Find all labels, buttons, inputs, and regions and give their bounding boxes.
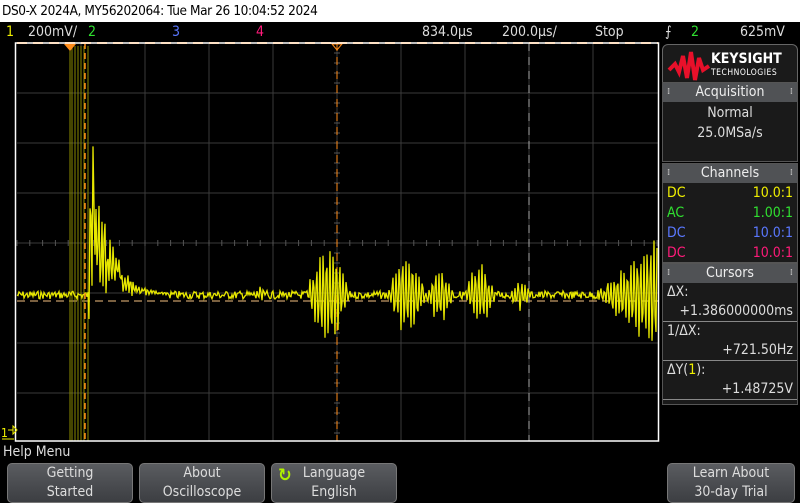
channel-row-4[interactable]: DC 10.0:1 — [663, 243, 797, 263]
ch1-indicator[interactable]: 1 — [6, 24, 15, 40]
ch3-indicator[interactable]: 3 — [172, 24, 181, 40]
rising-edge-icon: ⨍ — [665, 24, 672, 40]
coupling: AC — [667, 205, 685, 221]
timebase[interactable]: 200.0µs/ — [502, 24, 557, 40]
plot-border — [14, 42, 660, 442]
refresh-icon: ↻ — [278, 465, 292, 486]
acquisition-header[interactable]: Acquisition — [663, 83, 797, 102]
probe: 10.0:1 — [752, 245, 793, 261]
ground-marker-icon — [2, 424, 18, 440]
trigger-level[interactable]: 625mV — [740, 24, 785, 40]
channel-row-2[interactable]: AC 1.00:1 — [663, 203, 797, 223]
side-panel: KEYSIGHT TECHNOLOGIES Acquisition Normal… — [660, 44, 800, 442]
run-state: Stop — [595, 24, 624, 40]
channels-header[interactable]: Channels — [663, 164, 797, 183]
delta-y-label: ΔY(1): — [667, 362, 706, 378]
trigger-marker-icon — [64, 44, 76, 51]
ch1-ground-marker: 1 — [1, 426, 8, 440]
keysight-logo: KEYSIGHT TECHNOLOGIES — [662, 44, 798, 86]
inverse-delta-x-value: +721.50Hz — [663, 341, 797, 361]
acquisition-mode: Normal — [707, 105, 753, 121]
probe: 10.0:1 — [752, 225, 793, 241]
delta-x-value: +1.386000000ms — [663, 302, 797, 322]
probe: 1.00:1 — [752, 205, 793, 221]
cursors-section[interactable]: Cursors ΔX: +1.386000000ms 1/ΔX: +721.50… — [662, 263, 798, 405]
language-button[interactable]: ↻ Language English — [271, 463, 397, 503]
coupling: DC — [667, 185, 686, 201]
status-bar: 1 200mV/ 2 3 4 834.0µs 200.0µs/ Stop ⨍ 2… — [0, 22, 800, 42]
help-menu-title: Help Menu — [3, 444, 71, 460]
logo-sub: TECHNOLOGIES — [711, 68, 778, 78]
keysight-wave-icon — [667, 51, 711, 81]
about-oscilloscope-button[interactable]: About Oscilloscope — [139, 463, 265, 503]
ch1-edge-traces — [69, 46, 89, 441]
probe: 10.0:1 — [752, 185, 793, 201]
acquisition-section[interactable]: Acquisition Normal 25.0MSa/s — [662, 82, 798, 162]
channel-row-1[interactable]: DC 10.0:1 — [663, 183, 797, 203]
trigger-source[interactable]: 2 — [691, 24, 700, 40]
ch1-trace — [16, 146, 658, 341]
channel-row-3[interactable]: DC 10.0:1 — [663, 223, 797, 243]
learn-about-trial-button[interactable]: Learn About 30-day Trial — [667, 463, 795, 503]
waveform-display[interactable]: 1 — [0, 42, 660, 442]
delay-marker-icon — [330, 43, 344, 51]
getting-started-button[interactable]: Getting Started — [7, 463, 133, 503]
inverse-delta-x-label: 1/ΔX: — [667, 323, 701, 339]
logo-brand: KEYSIGHT — [711, 51, 782, 67]
channels-section[interactable]: Channels DC 10.0:1 AC 1.00:1 DC 10.0:1 DC 10… — [662, 163, 798, 263]
ch1-scale[interactable]: 200mV/ — [28, 24, 78, 40]
window-title: DS0-X 2024A, MY56202064: Tue Mar 26 10:0… — [0, 0, 800, 22]
ch4-indicator[interactable]: 4 — [256, 24, 265, 40]
ch2-indicator[interactable]: 2 — [88, 24, 97, 40]
delta-y-value: +1.48725V — [663, 380, 797, 400]
coupling: DC — [667, 225, 686, 241]
coupling: DC — [667, 245, 686, 261]
horizontal-delay[interactable]: 834.0µs — [422, 24, 473, 40]
delta-x-label: ΔX: — [667, 284, 689, 300]
sample-rate: 25.0MSa/s — [697, 125, 763, 141]
cursors-header[interactable]: Cursors — [663, 264, 797, 283]
